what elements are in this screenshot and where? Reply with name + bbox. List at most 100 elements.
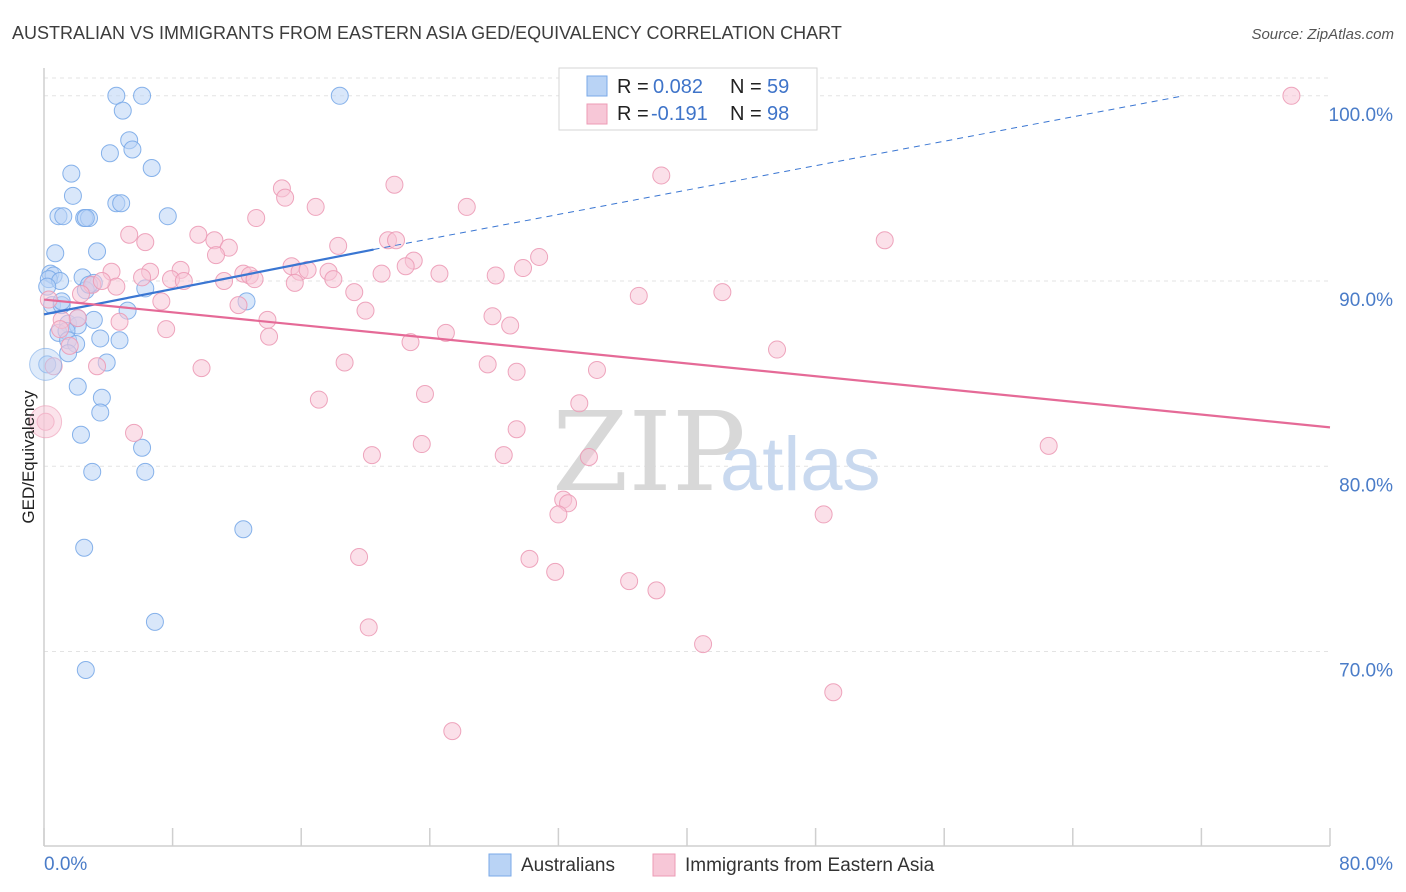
point-immigrants [620, 572, 639, 591]
point-immigrants [629, 286, 648, 305]
trend-lines [43, 95, 1331, 429]
point-immigrants [285, 273, 304, 292]
point-australians [158, 207, 177, 226]
point-immigrants [88, 357, 107, 376]
point-immigrants [514, 259, 533, 278]
bottom-legend-label-immigrants: Immigrants from Eastern Asia [685, 855, 935, 876]
y-tick-label: 80.0% [1339, 475, 1393, 496]
point-immigrants [1282, 86, 1301, 105]
legend-n-value-2: 98 [767, 103, 789, 125]
legend-r-value-2: -0.191 [651, 103, 708, 125]
point-australians [123, 140, 142, 159]
point-immigrants [120, 225, 139, 244]
data-points [29, 86, 1301, 741]
y-tick-labels: 100.0% 90.0% 80.0% 70.0% [1329, 105, 1394, 682]
point-immigrants [110, 312, 129, 331]
point-immigrants [478, 355, 497, 374]
point-australians-large [29, 347, 63, 381]
point-immigrants [412, 435, 431, 454]
point-australians [110, 331, 129, 350]
y-tick-label: 70.0% [1339, 661, 1393, 682]
point-immigrants [652, 166, 671, 185]
point-immigrants [549, 505, 568, 524]
x-tick-label-min: 0.0% [44, 854, 87, 875]
stats-legend: R = 0.082 N = 59 R = -0.191 N = 98 [558, 67, 818, 131]
point-immigrants [60, 336, 79, 355]
point-australians [71, 425, 90, 444]
point-immigrants [229, 296, 248, 315]
point-australians [107, 86, 126, 105]
point-australians [91, 403, 110, 422]
point-immigrants [520, 549, 539, 568]
x-axis-ticks [43, 828, 1331, 846]
point-immigrants [647, 581, 666, 600]
point-immigrants [494, 446, 513, 465]
point-australians [112, 194, 131, 213]
trend-line-australians [43, 248, 374, 316]
legend-n-label-1: N = [730, 76, 762, 98]
point-immigrants [546, 562, 565, 581]
point-australians [91, 329, 110, 348]
point-immigrants [189, 225, 208, 244]
point-australians [142, 159, 161, 178]
legend-swatch-australians [586, 75, 608, 97]
point-immigrants [309, 390, 328, 409]
point-immigrants [136, 233, 155, 252]
point-immigrants [192, 359, 211, 378]
point-australians [330, 86, 349, 105]
point-immigrants [579, 448, 598, 466]
point-australians [76, 209, 95, 228]
point-immigrants [362, 446, 381, 465]
point-immigrants [247, 209, 266, 228]
bottom-legend-swatch-immigrants [652, 853, 676, 877]
point-immigrants [44, 357, 63, 376]
point-australians [136, 462, 155, 481]
point-australians [92, 388, 111, 407]
point-immigrants [694, 635, 713, 654]
point-immigrants [713, 283, 732, 302]
point-immigrants [372, 264, 391, 283]
point-immigrants [507, 362, 526, 381]
x-tick-label-max: 80.0% [1339, 854, 1393, 875]
trend-line-australians-extension [373, 95, 1184, 251]
gridlines [44, 77, 1330, 652]
point-immigrants [356, 301, 375, 320]
point-immigrants [570, 394, 589, 413]
point-australians [76, 661, 95, 680]
point-immigrants [507, 420, 526, 439]
point-immigrants [359, 618, 378, 637]
legend-r-value-1: 0.082 [653, 76, 703, 98]
point-australians [145, 612, 164, 631]
point-immigrants [824, 683, 843, 702]
point-immigrants [157, 320, 176, 339]
point-immigrants [324, 270, 343, 289]
point-immigrants [1039, 436, 1058, 455]
point-australians [46, 244, 65, 263]
point-australians [54, 207, 73, 226]
point-immigrants-large [29, 405, 63, 439]
point-immigrants [530, 247, 549, 266]
point-immigrants [483, 307, 502, 326]
watermark-atlas: atlas [720, 422, 881, 507]
trend-line-immigrants [43, 298, 1331, 429]
point-immigrants [875, 231, 894, 250]
point-immigrants [486, 266, 505, 285]
point-australians [100, 144, 119, 163]
point-immigrants [457, 197, 476, 216]
point-immigrants [306, 197, 325, 216]
point-immigrants [768, 340, 787, 359]
point-immigrants [814, 505, 833, 524]
point-australians [83, 462, 102, 481]
legend-n-label-2: N = [730, 103, 762, 125]
point-immigrants [207, 246, 226, 265]
y-tick-label: 100.0% [1329, 105, 1394, 126]
bottom-legend-swatch-australians [488, 853, 512, 877]
point-immigrants [415, 385, 434, 404]
point-immigrants [587, 360, 606, 379]
point-australians [133, 86, 152, 105]
y-tick-label: 90.0% [1339, 290, 1393, 311]
point-immigrants [436, 323, 455, 342]
point-australians [68, 377, 87, 396]
point-australians [88, 242, 107, 261]
